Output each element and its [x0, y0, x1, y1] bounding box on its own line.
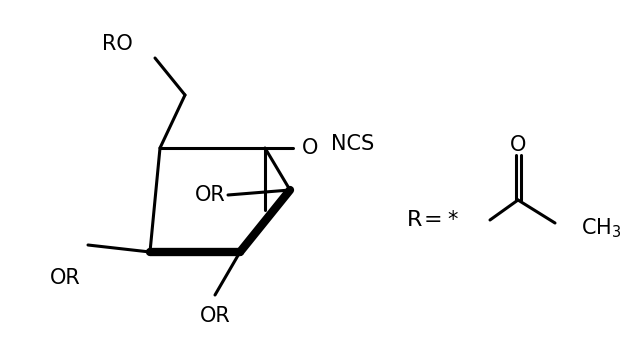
- Text: OR: OR: [195, 185, 225, 205]
- Text: OR: OR: [50, 268, 81, 288]
- Text: RO: RO: [102, 34, 133, 54]
- Text: CH$_3$: CH$_3$: [581, 216, 621, 240]
- Text: NCS: NCS: [331, 134, 374, 154]
- Text: *: *: [448, 210, 458, 230]
- Text: O: O: [302, 138, 318, 158]
- Text: O: O: [510, 135, 526, 155]
- Text: R: R: [407, 210, 422, 230]
- Text: =: =: [424, 210, 442, 230]
- Text: OR: OR: [200, 306, 230, 326]
